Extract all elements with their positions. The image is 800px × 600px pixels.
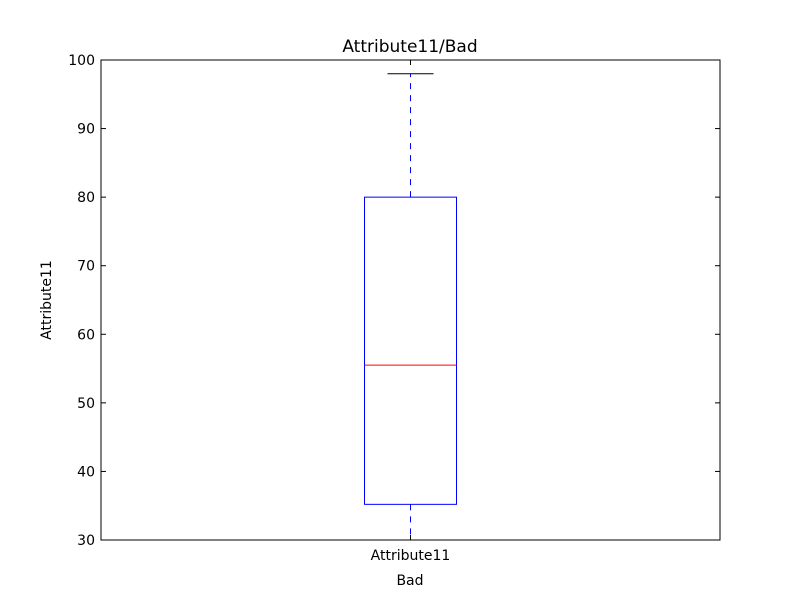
y-tick-label: 100: [68, 53, 95, 69]
y-axis-label: Attribute11: [39, 260, 55, 340]
y-tick-label: 80: [77, 190, 95, 206]
y-tick-label: 90: [77, 122, 95, 138]
x-tick-label: Attribute11: [371, 548, 451, 564]
y-tick-label: 50: [77, 396, 95, 412]
y-tick-label: 30: [77, 533, 95, 549]
box-iqr: [364, 196, 457, 505]
x-axis-label: Bad: [396, 573, 423, 589]
chart-title: Attribute11/Bad: [342, 37, 477, 57]
y-tick-label: 40: [77, 464, 95, 480]
y-tick-label: 70: [77, 259, 95, 275]
y-tick-label: 60: [77, 327, 95, 343]
